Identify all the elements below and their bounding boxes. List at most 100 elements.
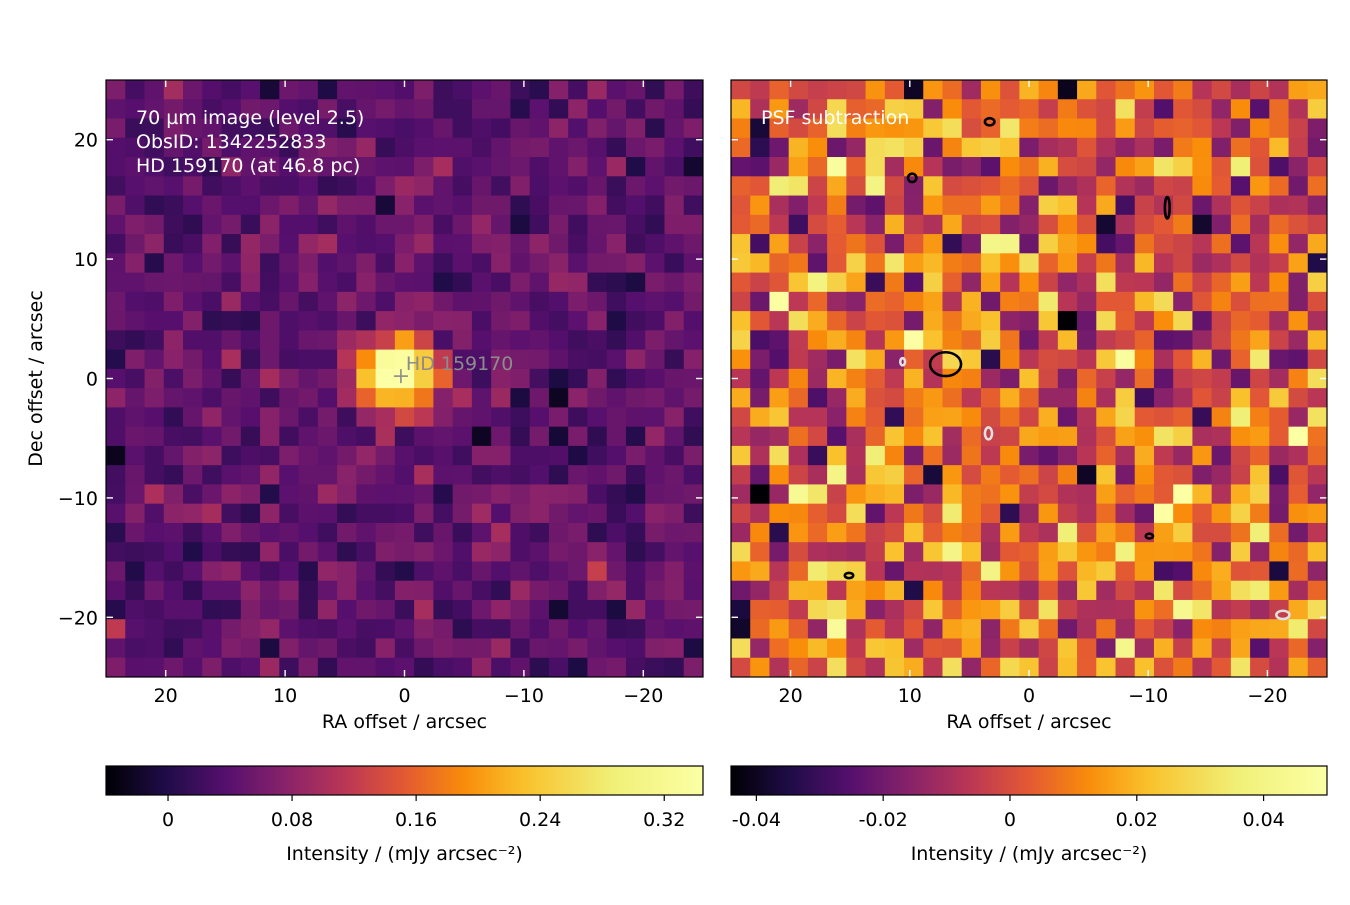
heatmap-cell: [1250, 638, 1270, 659]
heatmap-cell: [491, 484, 512, 505]
heatmap-cell: [510, 311, 531, 331]
heatmap-cell: [356, 253, 377, 274]
heatmap-cell: [1153, 99, 1174, 120]
heatmap-cell: [788, 118, 809, 139]
heatmap-cell: [240, 561, 261, 582]
heatmap-cell: [433, 619, 454, 640]
heatmap-cell: [788, 253, 809, 274]
heatmap-cell: [529, 407, 550, 428]
heatmap-cell: [625, 349, 646, 370]
heatmap-cell: [317, 272, 338, 293]
heatmap-cell: [1211, 599, 1232, 620]
heatmap-cell: [548, 118, 569, 139]
heatmap-cell: [645, 388, 666, 408]
heatmap-cell: [510, 599, 531, 620]
heatmap-cell: [202, 445, 223, 466]
heatmap-cell: [529, 253, 550, 274]
heatmap-cell: [568, 368, 589, 389]
heatmap-cell: [625, 561, 646, 582]
heatmap-cell: [942, 638, 963, 659]
heatmap-cell: [645, 214, 666, 235]
heatmap-cell: [788, 638, 809, 659]
heatmap-cell: [317, 407, 338, 428]
heatmap-cell: [587, 503, 608, 524]
heatmap-cell: [356, 272, 377, 293]
heatmap-cell: [337, 619, 357, 640]
heatmap-cell: [471, 561, 492, 582]
heatmap-cell: [1096, 484, 1117, 505]
heatmap-cell: [221, 157, 242, 177]
heatmap-cell: [183, 484, 203, 505]
heatmap-cell: [183, 330, 203, 351]
heatmap-cell: [1134, 638, 1155, 659]
heatmap-cell: [731, 426, 751, 447]
heatmap-cell: [183, 118, 203, 139]
heatmap-cell: [452, 619, 473, 640]
heatmap-cell: [125, 619, 146, 640]
heatmap-cell: [337, 272, 357, 293]
heatmap-cell: [337, 253, 357, 274]
heatmap-cell: [260, 407, 280, 428]
heatmap-cell: [240, 388, 261, 408]
heatmap-cell: [683, 311, 703, 331]
heatmap-cell: [980, 465, 1001, 486]
heatmap-cell: [568, 599, 589, 620]
heatmap-cell: [1096, 330, 1117, 351]
heatmap-cell: [1307, 157, 1327, 177]
heatmap-cell: [1269, 503, 1290, 524]
heatmap-cell: [1307, 638, 1327, 659]
heatmap-cell: [1057, 137, 1078, 158]
heatmap-cell: [1269, 388, 1290, 408]
heatmap-cell: [625, 503, 646, 524]
heatmap-cell: [1134, 580, 1155, 601]
x-tick-label: −10: [504, 685, 544, 707]
heatmap-cell: [904, 484, 924, 505]
heatmap-cell: [1000, 291, 1020, 312]
heatmap-cell: [1134, 195, 1155, 216]
heatmap-cell: [260, 272, 280, 293]
heatmap-cell: [865, 157, 886, 177]
heatmap-cell: [471, 214, 492, 235]
heatmap-cell: [904, 407, 924, 428]
heatmap-cell: [1019, 445, 1040, 466]
heatmap-cell: [664, 657, 685, 677]
heatmap-cell: [394, 619, 415, 640]
heatmap-cell: [769, 157, 790, 177]
heatmap-cell: [664, 118, 685, 139]
heatmap-cell: [942, 80, 963, 100]
heatmap-cell: [1307, 253, 1327, 274]
heatmap-cell: [433, 118, 454, 139]
heatmap-cell: [144, 426, 165, 447]
heatmap-cell: [260, 311, 280, 331]
heatmap-cell: [298, 426, 319, 447]
heatmap-cell: [1230, 580, 1251, 601]
heatmap-cell: [980, 311, 1001, 331]
heatmap-cell: [260, 657, 280, 677]
heatmap-cell: [317, 157, 338, 177]
heatmap-cell: [884, 657, 905, 677]
heatmap-cell: [568, 407, 589, 428]
heatmap-cell: [587, 368, 608, 389]
heatmap-cell: [750, 484, 771, 505]
heatmap-cell: [279, 176, 300, 197]
heatmap-cell: [548, 638, 569, 659]
heatmap-cell: [904, 580, 924, 601]
heatmap-cell: [183, 80, 203, 100]
heatmap-cell: [144, 157, 165, 177]
heatmap-cell: [1211, 426, 1232, 447]
heatmap-cell: [980, 234, 1001, 254]
heatmap-cell: [1211, 137, 1232, 158]
heatmap-cell: [1038, 349, 1059, 370]
heatmap-cell: [1038, 638, 1059, 659]
heatmap-cell: [317, 542, 338, 563]
colorbar-tick-label: 0.16: [395, 809, 437, 831]
heatmap-cell: [183, 619, 203, 640]
heatmap-cell: [163, 503, 184, 524]
heatmap-cell: [645, 426, 666, 447]
heatmap-cell: [433, 388, 454, 408]
heatmap-cell: [807, 291, 828, 312]
heatmap-cell: [625, 522, 646, 543]
heatmap-cell: [1230, 349, 1251, 370]
heatmap-cell: [884, 195, 905, 216]
heatmap-cell: [645, 291, 666, 312]
